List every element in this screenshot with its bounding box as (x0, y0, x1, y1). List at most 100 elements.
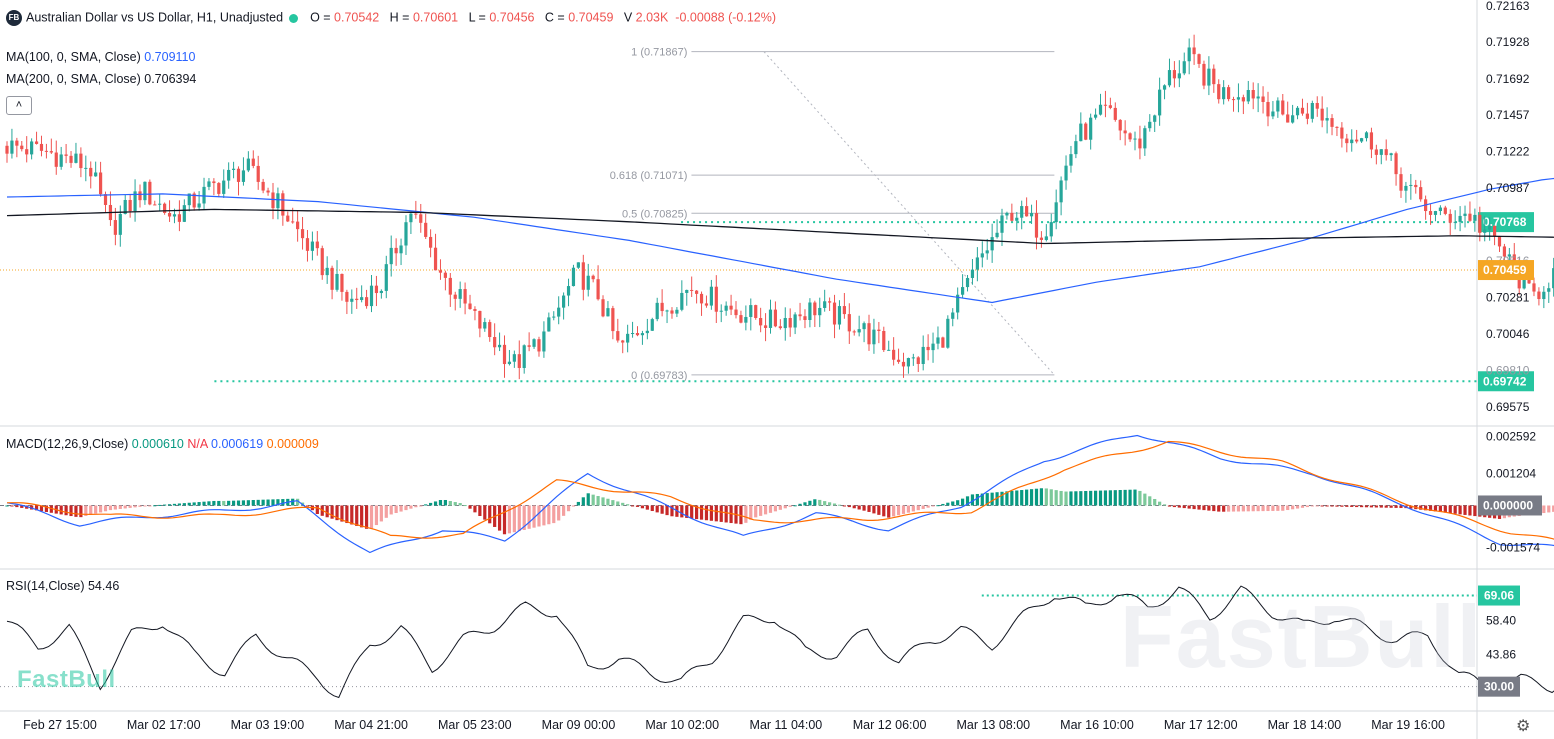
chart-header: FB Australian Dollar vs US Dollar, H1, Un… (6, 10, 776, 26)
macd-histogram-bar (1271, 505, 1275, 511)
macd-histogram-bar (655, 505, 659, 513)
candle-up (571, 267, 576, 287)
macd-histogram-bar (133, 505, 137, 508)
candle-down (1369, 132, 1374, 150)
macd-histogram-bar (167, 504, 172, 506)
candle-down (714, 286, 718, 312)
macd-histogram-bar (906, 505, 911, 513)
ma100-legend[interactable]: MA(100, 0, SMA, Close) 0.709110 (6, 50, 195, 64)
macd-label: MACD(12,26,9,Close) (6, 437, 129, 451)
ma100-value: 0.709110 (144, 50, 196, 64)
macd-histogram-bar (882, 505, 886, 517)
macd-histogram-bar (345, 505, 349, 524)
macd-histogram-bar (98, 505, 103, 513)
candle-down (1025, 206, 1029, 217)
settings-gear-icon[interactable]: ⚙ (1516, 718, 1531, 735)
time-axis-tick: Mar 13 08:00 (956, 718, 1030, 732)
fib-level-label: 0.5 (0.70825) (622, 208, 687, 220)
candle-down (148, 181, 152, 205)
candle-down (734, 309, 738, 316)
macd-histogram-bar (20, 505, 24, 508)
macd-histogram-bar (611, 500, 615, 506)
macd-histogram-bar (1143, 493, 1147, 506)
macd-histogram-bar (350, 505, 354, 525)
candle-up (207, 181, 211, 187)
macd-histogram-bar (960, 498, 965, 506)
candle-down (1212, 68, 1216, 85)
candle-up (512, 354, 516, 362)
ma200-legend[interactable]: MA(200, 0, SMA, Close) 0.706394 (6, 72, 196, 86)
macd-histogram-bar (1054, 490, 1058, 506)
macd-histogram-bar (1162, 504, 1167, 506)
candle-down (1108, 105, 1112, 108)
symbol-title[interactable]: Australian Dollar vs US Dollar, H1, Unad… (26, 10, 284, 25)
candle-up (532, 339, 536, 347)
macd-histogram-bar (566, 505, 571, 512)
candle-down (699, 293, 704, 304)
macd-histogram-bar (483, 505, 487, 520)
candle-up (1059, 180, 1063, 203)
macd-histogram-bar (399, 505, 403, 512)
candle-down (517, 354, 521, 368)
macd-histogram-bar (1108, 490, 1112, 506)
price-axis-tick: 0.72163 (1486, 0, 1530, 13)
candle-down (1226, 87, 1231, 100)
candle-down (5, 145, 9, 154)
candle-down (468, 303, 472, 310)
macd-histogram-bar (414, 505, 418, 508)
macd-histogram-bar (246, 500, 250, 506)
macd-histogram-bar (1384, 505, 1388, 508)
candle-down (25, 149, 29, 155)
candle-up (10, 140, 14, 154)
macd-histogram-bar (355, 505, 359, 526)
macd-histogram-bar (1261, 505, 1265, 512)
macd-histogram-bar (5, 505, 9, 507)
macd-histogram (5, 488, 1554, 535)
candle-down (813, 302, 817, 316)
level-price-badge (1478, 371, 1534, 392)
macd-histogram-bar (443, 499, 447, 506)
macd-histogram-bar (640, 505, 645, 509)
macd-histogram-bar (497, 505, 502, 531)
macd-histogram-bar (763, 505, 768, 515)
macd-histogram-bar (1182, 505, 1186, 509)
macd-histogram-bar (1419, 505, 1423, 510)
macd-signal-value: 0.000009 (266, 437, 319, 451)
macd-histogram-bar (488, 505, 492, 524)
candle-down (788, 317, 792, 328)
candle-up (818, 307, 822, 316)
candle-down (340, 273, 344, 292)
macd-legend[interactable]: MACD(12,26,9,Close) 0.000610 N/A 0.00061… (6, 437, 319, 451)
macd-histogram-bar (926, 505, 930, 508)
candle-up (123, 199, 127, 214)
macd-histogram-bar (965, 496, 970, 506)
candle-up (231, 168, 236, 170)
macd-histogram-bar (670, 505, 674, 517)
candle-down (1286, 114, 1290, 123)
macd-histogram-bar (665, 505, 669, 516)
candle-down (1261, 96, 1265, 102)
macd-histogram-bar (798, 503, 802, 506)
macd-histogram-bar (1197, 505, 1201, 510)
candle-up (350, 298, 354, 302)
candle-up (552, 316, 556, 318)
macd-histogram-bar (1364, 505, 1369, 508)
candle-down (271, 192, 275, 209)
macd-histogram-bar (1547, 505, 1551, 513)
time-axis-tick: Mar 04 21:00 (334, 718, 408, 732)
macd-histogram-bar (1064, 491, 1068, 506)
macd-histogram-bar (872, 505, 876, 514)
macd-axis-tick: 0.002592 (1486, 430, 1536, 444)
collapse-legend-button[interactable]: ˄ (6, 96, 32, 115)
macd-histogram-bar (739, 505, 743, 525)
rsi-legend[interactable]: RSI(14,Close) 54.46 (6, 579, 119, 593)
macd-histogram-bar (1335, 505, 1339, 507)
macd-line-value: 0.000619 (211, 437, 264, 451)
candle-up (626, 333, 630, 343)
candle-down (291, 221, 295, 223)
candle-down (281, 193, 285, 216)
macd-histogram-bar (650, 505, 654, 512)
candle-down (1300, 107, 1305, 114)
macd-histogram-bar (1251, 505, 1255, 512)
